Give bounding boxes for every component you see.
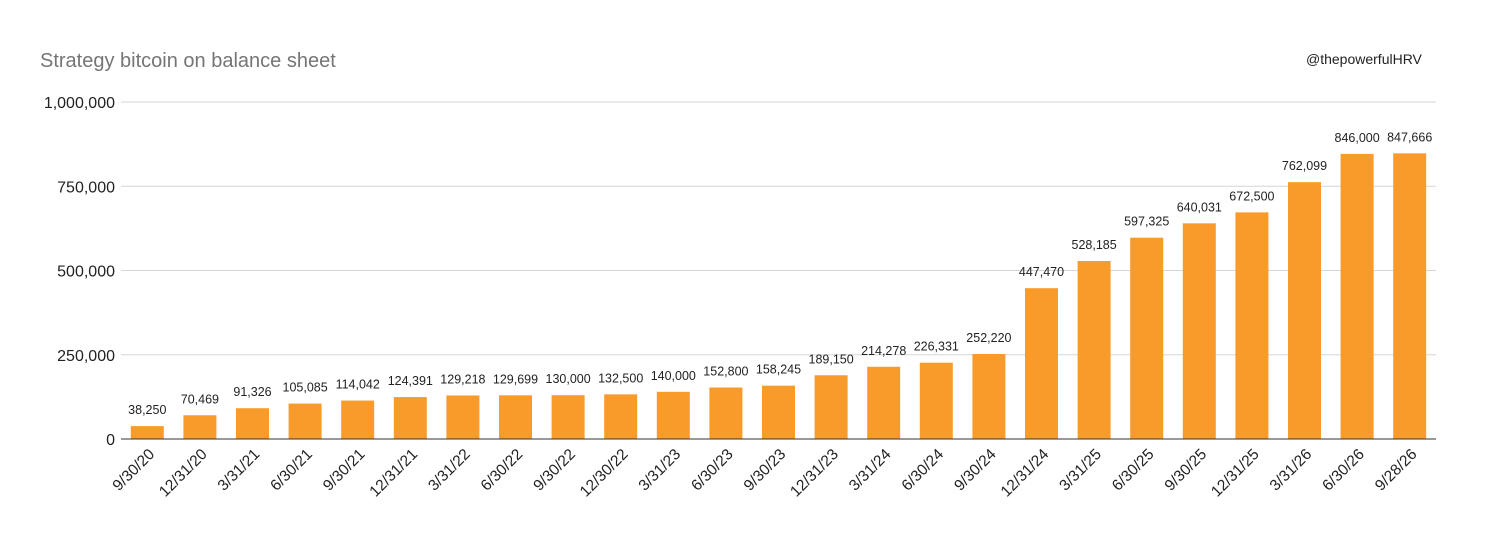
y-tick-label: 750,000 bbox=[57, 179, 115, 196]
data-label: 640,031 bbox=[1177, 200, 1222, 214]
bar bbox=[709, 387, 743, 439]
x-tick-label: 9/30/21 bbox=[320, 446, 369, 495]
bar bbox=[1130, 237, 1164, 439]
x-tick-label: 9/30/23 bbox=[741, 446, 790, 495]
x-tick-label: 9/30/20 bbox=[110, 446, 159, 495]
data-label: 38,250 bbox=[128, 403, 166, 417]
bar bbox=[604, 394, 638, 439]
bar bbox=[867, 366, 901, 439]
bar bbox=[919, 362, 953, 439]
x-tick-label: 3/31/23 bbox=[636, 446, 685, 495]
bar bbox=[1077, 261, 1111, 439]
data-label: 226,331 bbox=[914, 340, 959, 354]
data-label: 214,278 bbox=[861, 344, 906, 358]
bar bbox=[1340, 153, 1374, 439]
bar bbox=[1288, 182, 1321, 439]
data-label: 129,218 bbox=[440, 372, 485, 386]
data-label: 189,150 bbox=[809, 352, 854, 366]
watermark-handle: @thepowerfulHRV bbox=[1306, 51, 1422, 67]
x-tick-label: 9/30/22 bbox=[530, 446, 579, 495]
bar bbox=[1182, 223, 1216, 439]
bar bbox=[972, 354, 1006, 439]
bar bbox=[288, 403, 322, 439]
data-label: 140,000 bbox=[651, 369, 696, 383]
gridlines bbox=[121, 101, 1436, 356]
x-tick-label: 3/31/21 bbox=[215, 446, 264, 495]
data-label: 132,500 bbox=[598, 371, 643, 385]
data-labels: 38,250 70,469 91,326 105,085 114,042 124,391 1… bbox=[128, 130, 1432, 417]
x-tick-label: 6/30/22 bbox=[478, 446, 527, 495]
data-label: 597,325 bbox=[1124, 215, 1169, 229]
data-label: 672,500 bbox=[1229, 189, 1274, 203]
x-tick-label: 12/31/24 bbox=[998, 446, 1053, 501]
x-tick-label: 6/30/23 bbox=[688, 446, 737, 495]
x-tick-label: 9/30/25 bbox=[1162, 446, 1211, 495]
y-tick-label: 1,000,000 bbox=[44, 95, 115, 112]
x-tick-label: 6/30/24 bbox=[899, 446, 948, 495]
bar bbox=[130, 426, 164, 439]
data-label: 105,085 bbox=[283, 381, 328, 395]
y-tick-label: 0 bbox=[106, 432, 115, 449]
x-tick-label: 9/28/26 bbox=[1372, 446, 1421, 495]
chart-title: Strategy bitcoin on balance sheet bbox=[40, 50, 336, 72]
x-tick-label: 6/30/26 bbox=[1319, 446, 1368, 495]
data-label: 252,220 bbox=[966, 331, 1011, 345]
data-label: 762,099 bbox=[1282, 159, 1327, 173]
bar bbox=[762, 385, 795, 439]
x-tick-label: 6/30/21 bbox=[267, 446, 316, 495]
bar bbox=[814, 375, 848, 439]
x-tick-label: 3/31/26 bbox=[1267, 446, 1316, 495]
bar bbox=[1025, 288, 1058, 439]
bar bbox=[341, 400, 375, 439]
bar bbox=[1393, 153, 1427, 440]
x-tick-label: 12/31/21 bbox=[366, 446, 421, 501]
data-label: 130,000 bbox=[546, 372, 591, 386]
data-label: 124,391 bbox=[388, 374, 433, 388]
data-label: 70,469 bbox=[181, 392, 219, 406]
bars bbox=[130, 153, 1427, 440]
x-tick-label: 3/31/22 bbox=[425, 446, 474, 495]
bar bbox=[183, 415, 217, 439]
x-tick-label: 12/31/25 bbox=[1208, 446, 1263, 501]
data-label: 846,000 bbox=[1335, 131, 1380, 145]
x-tick-label: 6/30/25 bbox=[1109, 446, 1158, 495]
data-label: 847,666 bbox=[1387, 130, 1432, 144]
y-tick-label: 250,000 bbox=[57, 348, 115, 365]
bar bbox=[551, 395, 585, 439]
x-tick-label: 12/30/22 bbox=[577, 446, 632, 501]
data-label: 528,185 bbox=[1072, 238, 1117, 252]
x-tick-label: 12/31/20 bbox=[156, 446, 211, 501]
y-tick-label: 500,000 bbox=[57, 264, 115, 281]
bar bbox=[446, 395, 480, 439]
data-label: 447,470 bbox=[1019, 265, 1064, 279]
x-tick-label: 9/30/24 bbox=[951, 446, 1000, 495]
data-label: 91,326 bbox=[233, 385, 271, 399]
data-label: 152,800 bbox=[703, 365, 748, 379]
y-axis-ticks: 0 250,000 500,000 750,000 1,000,000 bbox=[44, 95, 115, 449]
x-tick-label: 3/31/25 bbox=[1056, 446, 1105, 495]
x-tick-label: 12/31/23 bbox=[787, 446, 842, 501]
bar bbox=[1235, 212, 1269, 439]
data-label: 129,699 bbox=[493, 372, 538, 386]
bar bbox=[499, 395, 532, 439]
data-label: 158,245 bbox=[756, 363, 801, 377]
bar bbox=[236, 408, 269, 439]
bar bbox=[656, 391, 690, 439]
x-tick-label: 3/31/24 bbox=[846, 446, 895, 495]
data-label: 114,042 bbox=[336, 378, 380, 392]
bar bbox=[393, 397, 427, 439]
